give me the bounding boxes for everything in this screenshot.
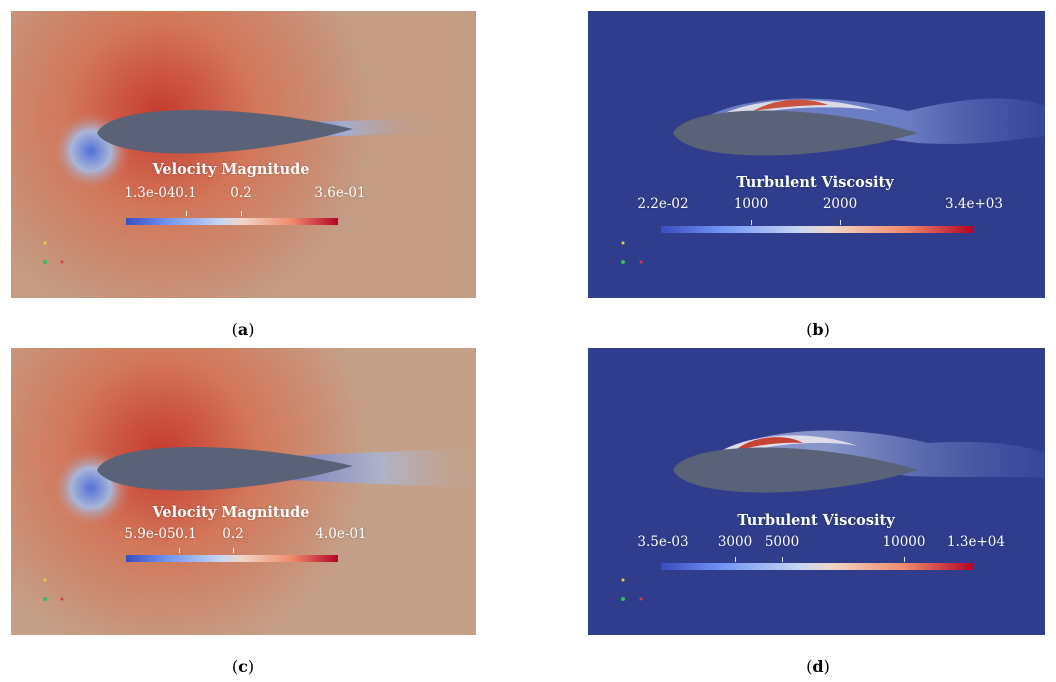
colorbar-tick-c-2: 0.2 — [222, 526, 244, 542]
colorbar-tick-b-3: 3.4e+03 — [945, 196, 1003, 212]
colorbar-tick-d-4: 1.3e+04 — [947, 534, 1005, 550]
viscosity-field-d — [588, 348, 1045, 635]
colorbar-tickmark — [840, 220, 841, 225]
colorbar-title-a: Velocity Magnitude — [152, 161, 310, 178]
velocity-magnitude-plot-a: Velocity Magnitude 1.3e-04 0.1 0.2 3.6e-… — [11, 11, 476, 298]
turbulent-viscosity-plot-b: Turbulent Viscosity 2.2e-02 1000 2000 3.… — [588, 11, 1045, 298]
colorbar-tickmark — [186, 211, 187, 216]
colorbar-tickmark — [782, 557, 783, 562]
colorbar-title-d: Turbulent Viscosity — [737, 512, 895, 529]
colorbar-c — [126, 555, 338, 562]
colorbar-tickmark — [241, 211, 242, 216]
caption-b: (b) — [806, 320, 830, 339]
colorbar-tickmark — [179, 548, 180, 553]
colorbar-tick-d-0: 3.5e-03 — [637, 534, 689, 550]
colorbar-tick-d-2: 5000 — [764, 534, 800, 550]
velocity-magnitude-plot-c: Velocity Magnitude 5.9e-05 0.1 0.2 4.0e-… — [11, 348, 476, 635]
colorbar-tick-c-3: 4.0e-01 — [315, 526, 367, 542]
colorbar-tick-b-0: 2.2e-02 — [637, 196, 689, 212]
airfoil-b — [673, 110, 918, 156]
colorbar-tick-c-1: 0.1 — [175, 526, 197, 542]
colorbar-tick-c-0: 5.9e-05 — [124, 526, 176, 542]
colorbar-tick-a-3: 3.6e-01 — [314, 185, 366, 201]
airfoil-c — [97, 446, 353, 491]
velocity-field-c — [11, 348, 476, 635]
colorbar-tick-b-1: 1000 — [733, 196, 769, 212]
colorbar-tick-d-3: 10000 — [882, 534, 926, 550]
viscosity-field-b — [588, 11, 1045, 298]
colorbar-title-b: Turbulent Viscosity — [736, 174, 894, 191]
colorbar-tickmark — [233, 548, 234, 553]
colorbar-tickmark — [751, 220, 752, 225]
airfoil-a — [97, 109, 353, 154]
airfoil-d — [673, 447, 918, 493]
colorbar-a — [126, 218, 338, 225]
colorbar-title-c: Velocity Magnitude — [152, 504, 310, 521]
caption-d: (d) — [806, 657, 830, 676]
caption-c: (c) — [231, 657, 255, 676]
colorbar-tick-a-1: 0.1 — [175, 185, 197, 201]
caption-a: (a) — [231, 320, 255, 339]
colorbar-tickmark — [735, 557, 736, 562]
colorbar-tick-a-2: 0.2 — [230, 185, 252, 201]
colorbar-tick-a-0: 1.3e-04 — [124, 185, 176, 201]
velocity-field-a — [11, 11, 476, 298]
turbulent-viscosity-plot-d: Turbulent Viscosity 3.5e-03 3000 5000 10… — [588, 348, 1045, 635]
colorbar-tickmark — [904, 557, 905, 562]
colorbar-tick-d-1: 3000 — [717, 534, 753, 550]
colorbar-tick-b-2: 2000 — [822, 196, 858, 212]
colorbar-b — [661, 226, 973, 233]
colorbar-d — [661, 563, 973, 570]
